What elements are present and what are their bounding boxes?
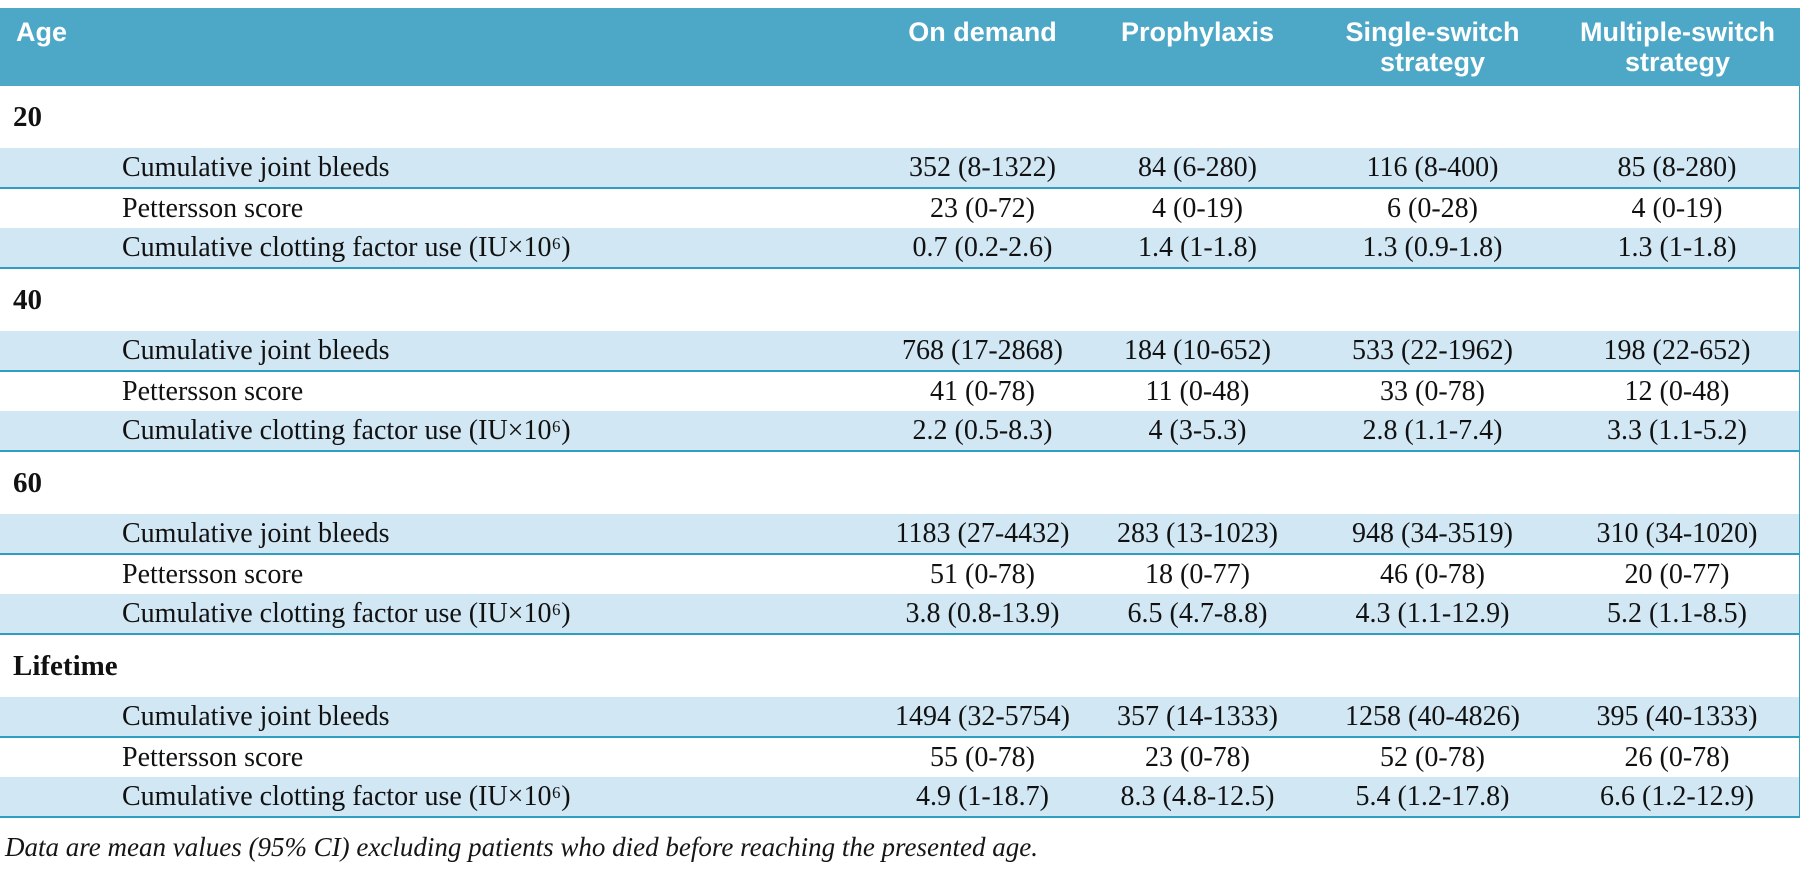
cell-value: 4 (0-19) (1555, 188, 1800, 228)
cell-value: 4 (3-5.3) (1085, 411, 1310, 452)
age-group-label: 20 (0, 86, 1800, 148)
cell-value: 20 (0-77) (1555, 554, 1800, 594)
cell-value: 23 (0-72) (930, 192, 1035, 224)
cell-value: 4.3 (1.1-12.9) (1310, 594, 1555, 635)
age-group-row-40: 40 (0, 268, 1800, 331)
table-row-pettersson-40: Pettersson score 41 (0-78) 11 (0-48) 33 … (0, 371, 1800, 411)
table-row-pettersson-lifetime: Pettersson score 55 (0-78) 23 (0-78) 52 … (0, 737, 1800, 777)
cell-value: 0.7 (0.2-2.6) (880, 228, 1085, 269)
cell-value: 5.2 (1.1-8.5) (1555, 594, 1800, 635)
cell-value: 41 (0-78) (930, 375, 1035, 407)
cell-value: 6.6 (1.2-12.9) (1555, 777, 1800, 818)
cell-value: 18 (0-77) (1145, 558, 1250, 590)
cell-value: 3.3 (1.1-5.2) (1555, 411, 1800, 452)
column-header-single-switch: Single-switch strategy (1310, 8, 1555, 86)
table-row-joint-bleeds-lifetime: Cumulative joint bleeds 1494 (32-5754) 3… (0, 697, 1800, 738)
cell-value: 12 (0-48) (1555, 371, 1800, 411)
cell-value: 11 (0-48) (1145, 375, 1250, 407)
table-row-joint-bleeds-40: Cumulative joint bleeds 768 (17-2868) 18… (0, 331, 1800, 372)
row-label: Cumulative joint bleeds (0, 331, 880, 372)
row-label: Pettersson score (122, 741, 304, 773)
table-row-clotting-factor-20: Cumulative clotting factor use (IU×10⁶) … (0, 228, 1800, 269)
column-header-multiple-switch: Multiple-switch strategy (1555, 8, 1800, 86)
cell-value: 1494 (32-5754) (880, 697, 1085, 738)
cell-value: 310 (34-1020) (1555, 514, 1800, 555)
cell-value: 1.4 (1-1.8) (1085, 228, 1310, 269)
row-label: Cumulative clotting factor use (IU×10⁶) (0, 228, 880, 269)
cell-value: 5.4 (1.2-17.8) (1310, 777, 1555, 818)
cell-value: 533 (22-1962) (1310, 331, 1555, 372)
row-label: Cumulative joint bleeds (0, 697, 880, 738)
table-row-joint-bleeds-20: Cumulative joint bleeds 352 (8-1322) 84 … (0, 148, 1800, 189)
cell-value: 52 (0-78) (1380, 741, 1485, 773)
cell-value: 46 (0-78) (1380, 558, 1485, 590)
cell-value: 6.5 (4.7-8.8) (1085, 594, 1310, 635)
cell-value: 4.9 (1-18.7) (880, 777, 1085, 818)
column-header-age: Age (0, 8, 880, 86)
cell-value: 2.2 (0.5-8.3) (880, 411, 1085, 452)
row-label: Cumulative clotting factor use (IU×10⁶) (0, 411, 880, 452)
age-group-row-20: 20 (0, 86, 1800, 148)
cell-value: 26 (0-78) (1555, 737, 1800, 777)
cell-value: 116 (8-400) (1310, 148, 1555, 189)
cell-value: 357 (14-1333) (1085, 697, 1310, 738)
table-row-clotting-factor-lifetime: Cumulative clotting factor use (IU×10⁶) … (0, 777, 1800, 818)
table-footnote: Data are mean values (95% CI) excluding … (5, 832, 1039, 862)
table-row-clotting-factor-60: Cumulative clotting factor use (IU×10⁶) … (0, 594, 1800, 635)
table-row-pettersson-60: Pettersson score 51 (0-78) 18 (0-77) 46 … (0, 554, 1800, 594)
cell-value: 395 (40-1333) (1555, 697, 1800, 738)
table-header-row: Age On demand Prophylaxis Single-switch … (0, 8, 1800, 86)
age-group-label: Lifetime (0, 634, 1800, 697)
column-header-on-demand: On demand (880, 8, 1085, 86)
table-row-pettersson-20: Pettersson score 23 (0-72) 4 (0-19) 6 (0… (0, 188, 1800, 228)
cell-value: 33 (0-78) (1380, 375, 1485, 407)
cell-value: 8.3 (4.8-12.5) (1085, 777, 1310, 818)
cell-value: 1.3 (0.9-1.8) (1310, 228, 1555, 269)
cell-value: 198 (22-652) (1555, 331, 1800, 372)
age-group-label: 60 (0, 451, 1800, 514)
cell-value: 283 (13-1023) (1085, 514, 1310, 555)
row-label: Pettersson score (122, 192, 304, 224)
cell-value: 55 (0-78) (930, 741, 1035, 773)
table-row-clotting-factor-40: Cumulative clotting factor use (IU×10⁶) … (0, 411, 1800, 452)
column-header-prophylaxis: Prophylaxis (1085, 8, 1310, 86)
age-group-row-lifetime: Lifetime (0, 634, 1800, 697)
cell-value: 3.8 (0.8-13.9) (880, 594, 1085, 635)
row-label: Cumulative joint bleeds (0, 148, 880, 189)
cell-value: 2.8 (1.1-7.4) (1310, 411, 1555, 452)
row-label: Cumulative clotting factor use (IU×10⁶) (0, 777, 880, 818)
row-label: Cumulative clotting factor use (IU×10⁶) (0, 594, 880, 635)
cell-value: 352 (8-1322) (880, 148, 1085, 189)
row-label: Pettersson score (122, 375, 304, 407)
age-group-row-60: 60 (0, 451, 1800, 514)
cell-value: 85 (8-280) (1555, 148, 1800, 189)
cell-value: 4 (0-19) (1152, 192, 1243, 224)
table-row-joint-bleeds-60: Cumulative joint bleeds 1183 (27-4432) 2… (0, 514, 1800, 555)
cell-value: 1.3 (1-1.8) (1555, 228, 1800, 269)
cell-value: 184 (10-652) (1085, 331, 1310, 372)
age-group-label: 40 (0, 268, 1800, 331)
cell-value: 1258 (40-4826) (1310, 697, 1555, 738)
row-label: Cumulative joint bleeds (0, 514, 880, 555)
cell-value: 23 (0-78) (1145, 741, 1250, 773)
cell-value: 51 (0-78) (930, 558, 1035, 590)
cell-value: 948 (34-3519) (1310, 514, 1555, 555)
cell-value: 6 (0-28) (1387, 192, 1478, 224)
outcomes-by-strategy-table: Age On demand Prophylaxis Single-switch … (0, 8, 1800, 818)
cell-value: 1183 (27-4432) (880, 514, 1085, 555)
cell-value: 768 (17-2868) (880, 331, 1085, 372)
cell-value: 84 (6-280) (1085, 148, 1310, 189)
row-label: Pettersson score (122, 558, 304, 590)
